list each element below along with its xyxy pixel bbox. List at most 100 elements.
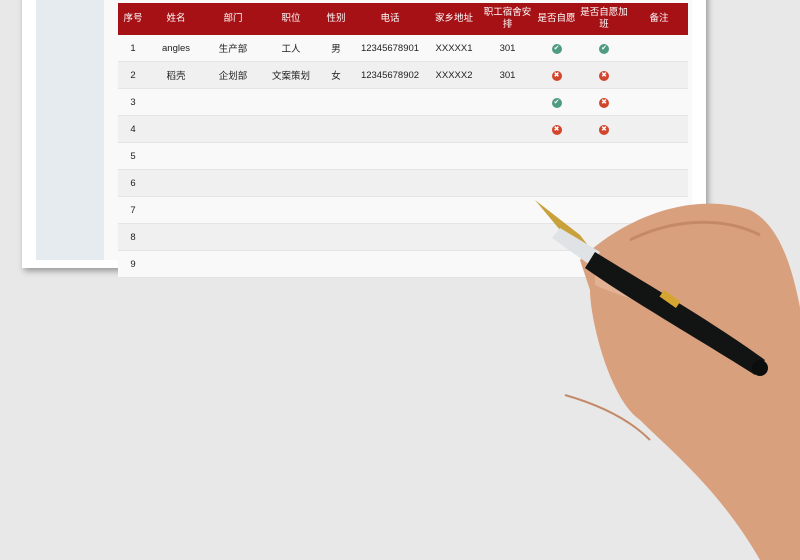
- cell-pos[interactable]: [262, 250, 320, 278]
- cell-home[interactable]: [428, 196, 480, 224]
- cell-dept[interactable]: 企划部: [204, 61, 262, 89]
- cell-overtime[interactable]: [578, 196, 630, 224]
- cell-dept[interactable]: [204, 115, 262, 143]
- cell-dorm[interactable]: [480, 142, 535, 170]
- cell-note[interactable]: [630, 169, 688, 197]
- cell-name[interactable]: [148, 115, 204, 143]
- cell-note[interactable]: [630, 35, 688, 62]
- cell-name[interactable]: [148, 196, 204, 224]
- cell-pos[interactable]: 工人: [262, 35, 320, 62]
- cell-home[interactable]: [428, 223, 480, 251]
- cell-sex[interactable]: [320, 250, 352, 278]
- cell-voluntary[interactable]: ✔: [535, 88, 578, 116]
- cell-dorm[interactable]: [480, 169, 535, 197]
- cell-name[interactable]: 稻壳: [148, 61, 204, 89]
- cell-no[interactable]: 2: [118, 61, 148, 89]
- cell-sex[interactable]: [320, 115, 352, 143]
- cell-no[interactable]: 9: [118, 250, 148, 278]
- cell-name[interactable]: [148, 169, 204, 197]
- cell-overtime[interactable]: ✖: [578, 61, 630, 89]
- cell-sex[interactable]: 女: [320, 61, 352, 89]
- cell-voluntary[interactable]: [535, 142, 578, 170]
- cell-phone[interactable]: [352, 88, 428, 116]
- cell-sex[interactable]: [320, 169, 352, 197]
- cell-dorm[interactable]: 301: [480, 35, 535, 62]
- cell-voluntary[interactable]: [535, 250, 578, 278]
- cell-phone[interactable]: 12345678902: [352, 61, 428, 89]
- cell-phone[interactable]: [352, 142, 428, 170]
- cell-phone[interactable]: [352, 196, 428, 224]
- column-header[interactable]: 是否自愿: [535, 3, 578, 35]
- column-header[interactable]: 职位: [262, 3, 320, 35]
- cell-dorm[interactable]: [480, 88, 535, 116]
- cell-phone[interactable]: 12345678901: [352, 35, 428, 62]
- cell-dept[interactable]: 生产部: [204, 35, 262, 62]
- cell-home[interactable]: [428, 88, 480, 116]
- cell-phone[interactable]: [352, 169, 428, 197]
- cell-pos[interactable]: [262, 196, 320, 224]
- cell-overtime[interactable]: [578, 169, 630, 197]
- cell-home[interactable]: [428, 142, 480, 170]
- column-header[interactable]: 性别: [320, 3, 352, 35]
- cell-sex[interactable]: [320, 223, 352, 251]
- cell-note[interactable]: [630, 88, 688, 116]
- cell-note[interactable]: [630, 142, 688, 170]
- cell-no[interactable]: 1: [118, 35, 148, 62]
- cell-pos[interactable]: [262, 88, 320, 116]
- cell-pos[interactable]: [262, 115, 320, 143]
- cell-dorm[interactable]: 301: [480, 61, 535, 89]
- cell-voluntary[interactable]: ✖: [535, 115, 578, 143]
- cell-home[interactable]: [428, 169, 480, 197]
- cell-no[interactable]: 5: [118, 142, 148, 170]
- column-header[interactable]: 部门: [204, 3, 262, 35]
- cell-name[interactable]: [148, 142, 204, 170]
- cell-note[interactable]: [630, 61, 688, 89]
- column-header[interactable]: 电话: [352, 3, 428, 35]
- cell-sex[interactable]: 男: [320, 35, 352, 62]
- cell-home[interactable]: [428, 250, 480, 278]
- cell-home[interactable]: XXXXX2: [428, 61, 480, 89]
- cell-overtime[interactable]: ✖: [578, 88, 630, 116]
- cell-dept[interactable]: [204, 223, 262, 251]
- cell-pos[interactable]: 文案策划: [262, 61, 320, 89]
- cell-no[interactable]: 4: [118, 115, 148, 143]
- cell-note[interactable]: [630, 115, 688, 143]
- cell-overtime[interactable]: ✖: [578, 115, 630, 143]
- cell-dept[interactable]: [204, 169, 262, 197]
- cell-dept[interactable]: [204, 142, 262, 170]
- cell-dorm[interactable]: [480, 223, 535, 251]
- cell-pos[interactable]: [262, 169, 320, 197]
- cell-phone[interactable]: [352, 223, 428, 251]
- cell-overtime[interactable]: [578, 142, 630, 170]
- cell-home[interactable]: [428, 115, 480, 143]
- column-header[interactable]: 职工宿舍安排: [480, 3, 535, 35]
- cell-dept[interactable]: [204, 250, 262, 278]
- cell-phone[interactable]: [352, 115, 428, 143]
- column-header[interactable]: 序号: [118, 3, 148, 35]
- cell-pos[interactable]: [262, 142, 320, 170]
- column-header[interactable]: 姓名: [148, 3, 204, 35]
- cell-dept[interactable]: [204, 88, 262, 116]
- cell-no[interactable]: 6: [118, 169, 148, 197]
- cell-sex[interactable]: [320, 88, 352, 116]
- column-header[interactable]: 备注: [630, 3, 688, 35]
- cell-dorm[interactable]: [480, 250, 535, 278]
- cell-name[interactable]: [148, 223, 204, 251]
- cell-pos[interactable]: [262, 223, 320, 251]
- cell-voluntary[interactable]: ✔: [535, 35, 578, 62]
- cell-sex[interactable]: [320, 142, 352, 170]
- cell-no[interactable]: 7: [118, 196, 148, 224]
- cell-name[interactable]: [148, 250, 204, 278]
- column-header[interactable]: 是否自愿加班: [578, 3, 630, 35]
- cell-phone[interactable]: [352, 250, 428, 278]
- cell-dorm[interactable]: [480, 115, 535, 143]
- cell-name[interactable]: angles: [148, 35, 204, 62]
- cell-voluntary[interactable]: [535, 169, 578, 197]
- cell-voluntary[interactable]: ✖: [535, 61, 578, 89]
- cell-no[interactable]: 8: [118, 223, 148, 251]
- cell-dorm[interactable]: [480, 196, 535, 224]
- cell-name[interactable]: [148, 88, 204, 116]
- cell-no[interactable]: 3: [118, 88, 148, 116]
- cell-overtime[interactable]: ✔: [578, 35, 630, 62]
- cell-home[interactable]: XXXXX1: [428, 35, 480, 62]
